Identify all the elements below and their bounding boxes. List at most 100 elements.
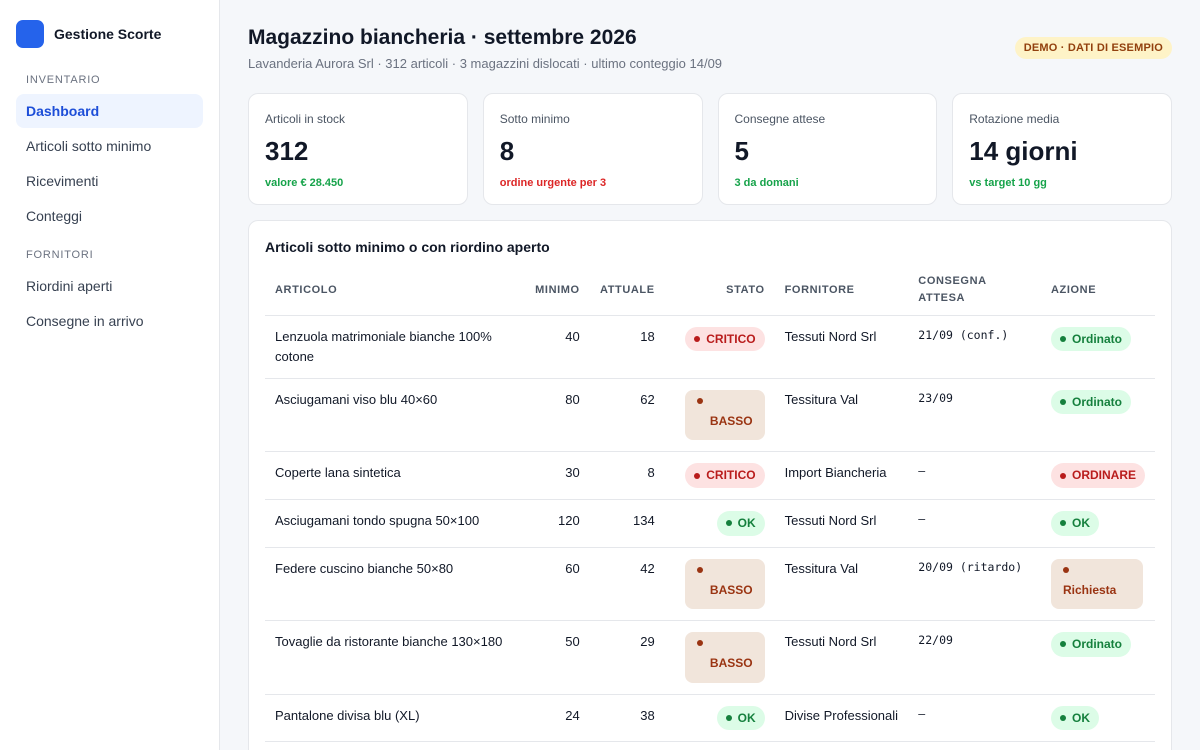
page-header: Magazzino biancheria · settembre 2026 La… bbox=[248, 26, 1172, 71]
cell-consegna: 22/09 bbox=[908, 620, 1041, 695]
col-minimo[interactable]: MINIMO bbox=[521, 273, 590, 316]
status-dot-icon bbox=[1059, 520, 1066, 527]
badge-label: Ordinato bbox=[1071, 394, 1122, 409]
cell-articolo: Coperte lana sintetica bbox=[265, 451, 522, 500]
badge-label: OK bbox=[737, 515, 756, 530]
cell-fornitore: Tessuti Nord Srl bbox=[774, 499, 909, 548]
col-articolo[interactable]: ARTICOLO bbox=[265, 273, 522, 316]
cell-attuale: 134 bbox=[589, 499, 665, 548]
col-attuale[interactable]: ATTUALE bbox=[589, 273, 665, 316]
cell-consegna: 21/09 (conf.) bbox=[908, 315, 1041, 379]
action-badge[interactable]: Ordinato bbox=[1050, 389, 1131, 415]
status-dot-icon bbox=[694, 472, 701, 479]
action-badge[interactable]: Ordinato bbox=[1050, 632, 1131, 657]
cell-articolo: Asciugamani tondo spugna 50×100 bbox=[265, 499, 522, 548]
cell-azione: OK bbox=[1040, 499, 1155, 548]
kpi-row: Articoli in stock 312 valore € 28.450 So… bbox=[248, 93, 1172, 205]
status-dot-icon bbox=[696, 566, 703, 573]
cell-azione: Ordinato bbox=[1040, 620, 1155, 695]
kpi-card-sotto-minimo: Sotto minimo 8 ordine urgente per 3 bbox=[482, 93, 703, 205]
cell-attuale: 18 bbox=[589, 315, 665, 379]
status-dot-icon bbox=[1059, 399, 1066, 406]
action-badge[interactable]: ORDINARE bbox=[1050, 463, 1145, 488]
sidebar-item-ricevimenti[interactable]: Ricevimenti bbox=[26, 173, 99, 189]
table-row[interactable]: Asciugamani viso blu 40×60 80 62 BASSO Tessi… bbox=[265, 378, 1155, 453]
sidebar-item-conteggi[interactable]: Conteggi bbox=[26, 208, 83, 224]
cell-fornitore: Tessitura Val bbox=[774, 547, 909, 622]
kpi-card-rotazione: Rotazione media 14 giorni vs target 10 g… bbox=[952, 93, 1172, 205]
cell-minimo: 50 bbox=[521, 620, 590, 695]
cell-stato: CRITICO bbox=[664, 451, 775, 500]
col-consegna[interactable]: CONSEGNA ATTESA bbox=[908, 273, 1041, 316]
cell-stato: BASSO bbox=[664, 620, 775, 695]
badge-label: CRITICO bbox=[706, 331, 756, 346]
badge-label: BASSO bbox=[709, 582, 753, 597]
cell-consegna: — bbox=[908, 451, 1041, 500]
badge-label: OK bbox=[737, 710, 756, 725]
status-dot-icon bbox=[694, 335, 701, 342]
cell-azione: Richiesta bbox=[1040, 547, 1155, 622]
status-dot-icon bbox=[1059, 472, 1066, 479]
table-row[interactable]: Asciugamani tondo spugna 50×100 120 134 OK T… bbox=[265, 499, 1155, 548]
badge-label: CRITICO bbox=[706, 468, 756, 483]
cell-attuale: 38 bbox=[589, 694, 665, 743]
table-row[interactable]: Pantalone divisa blu (XL) 24 38 OK Divise Pr… bbox=[265, 694, 1155, 743]
action-badge[interactable]: OK bbox=[1050, 510, 1099, 536]
sidebar: Gestione Scorte INVENTARIO Dashboard Art… bbox=[0, 0, 220, 750]
cell-azione: OK bbox=[1040, 694, 1155, 743]
status-dot-icon bbox=[1059, 641, 1066, 648]
kpi-value: 14 giorni bbox=[969, 136, 1078, 166]
kpi-note: ordine urgente per 3 bbox=[499, 177, 607, 189]
kpi-label: Sotto minimo bbox=[499, 112, 570, 126]
cell-articolo: Asciugamani viso blu 40×60 bbox=[265, 378, 522, 453]
col-fornitore[interactable]: FORNITORE bbox=[774, 273, 909, 316]
kpi-card-stock: Articoli in stock 312 valore € 28.450 bbox=[248, 93, 468, 205]
cell-stato: BASSO bbox=[664, 378, 775, 453]
cell-attuale: 42 bbox=[589, 547, 665, 622]
kpi-label: Articoli in stock bbox=[265, 112, 346, 126]
cell-fornitore: Tessuti Nord Srl bbox=[774, 620, 909, 695]
cell-fornitore: Import Biancheria bbox=[774, 451, 909, 500]
badge-label: Richiesta bbox=[1062, 582, 1117, 597]
nav-section-inventario: INVENTARIO bbox=[26, 74, 101, 86]
table-row[interactable]: Lenzuola matrimoniale bianche 100% coton… bbox=[265, 315, 1155, 379]
sidebar-item-consegne-in-arrivo[interactable]: Consegne in arrivo bbox=[26, 313, 144, 329]
cell-azione: Ordinato bbox=[1040, 378, 1155, 453]
col-azione[interactable]: AZIONE bbox=[1040, 273, 1155, 316]
action-badge[interactable]: Richiesta bbox=[1050, 558, 1143, 610]
items-table: ARTICOLO MINIMO ATTUALE STATO FORNITORE … bbox=[265, 273, 1155, 743]
status-dot-icon bbox=[1059, 335, 1066, 342]
table-row[interactable]: Coperte lana sintetica 30 8 CRITICO Import B… bbox=[265, 451, 1155, 500]
cell-stato: OK bbox=[664, 499, 775, 548]
col-stato[interactable]: STATO bbox=[664, 273, 775, 316]
cell-stato: OK bbox=[664, 694, 775, 743]
status-badge: OK bbox=[716, 510, 765, 536]
cell-articolo: Lenzuola matrimoniale bianche 100% coton… bbox=[265, 315, 522, 379]
sidebar-item-riordini-aperti[interactable]: Riordini aperti bbox=[26, 278, 113, 294]
nav-section-fornitori: FORNITORI bbox=[26, 249, 94, 261]
cell-consegna: — bbox=[908, 694, 1041, 743]
sidebar-item-articoli-sotto-minimo[interactable]: Articoli sotto minimo bbox=[26, 138, 152, 154]
action-badge[interactable]: OK bbox=[1050, 705, 1099, 731]
table-row[interactable]: Federe cuscino bianche 50×80 60 42 BASSO Tes… bbox=[265, 547, 1155, 622]
kpi-note: vs target 10 gg bbox=[969, 177, 1047, 189]
cell-minimo: 60 bbox=[521, 547, 590, 622]
table-row[interactable]: Tovaglie da ristorante bianche 130×180 50… bbox=[265, 620, 1155, 695]
badge-label: OK bbox=[1071, 710, 1090, 725]
cell-minimo: 80 bbox=[521, 378, 590, 453]
panel-title: Articoli sotto minimo o con riordino ape… bbox=[265, 239, 550, 255]
cell-fornitore: Tessitura Val bbox=[774, 378, 909, 453]
cell-fornitore: Divise Professionali bbox=[774, 694, 909, 743]
table-body: Lenzuola matrimoniale bianche 100% coton… bbox=[265, 315, 1155, 743]
cell-minimo: 24 bbox=[521, 694, 590, 743]
cell-articolo: Pantalone divisa blu (XL) bbox=[265, 694, 522, 743]
cell-attuale: 62 bbox=[589, 378, 665, 453]
status-badge: BASSO bbox=[684, 389, 765, 441]
cell-consegna: 23/09 bbox=[908, 378, 1041, 453]
sidebar-item-dashboard[interactable]: Dashboard bbox=[16, 94, 203, 128]
cell-attuale: 29 bbox=[589, 620, 665, 695]
status-badge: OK bbox=[716, 705, 765, 731]
action-badge[interactable]: Ordinato bbox=[1050, 326, 1131, 352]
status-dot-icon bbox=[725, 520, 732, 527]
status-dot-icon bbox=[696, 397, 703, 404]
